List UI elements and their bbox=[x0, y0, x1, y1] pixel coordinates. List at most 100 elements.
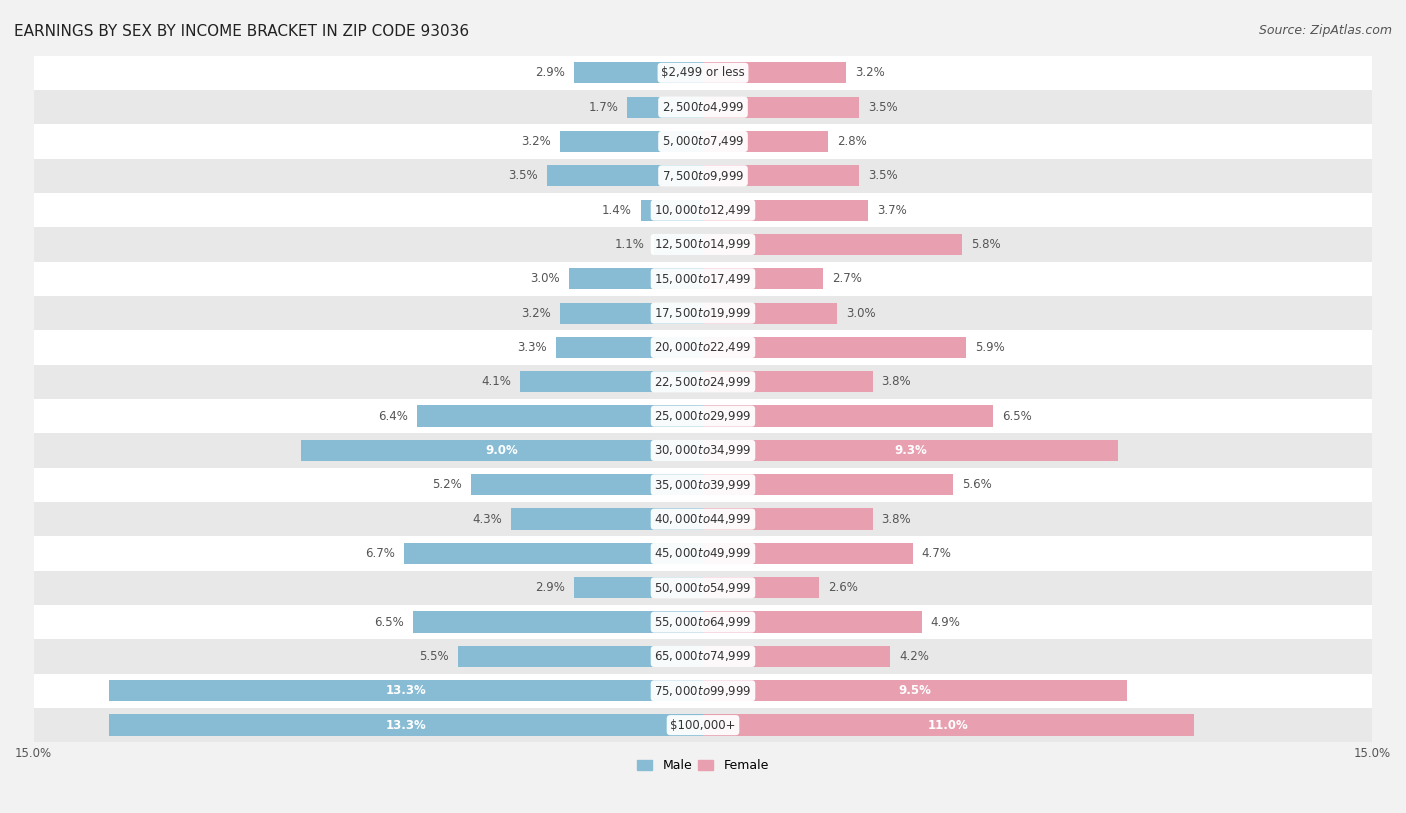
Text: 9.5%: 9.5% bbox=[898, 685, 931, 698]
Bar bbox=[574, 62, 703, 84]
Bar bbox=[418, 406, 703, 427]
Bar bbox=[34, 365, 1372, 399]
Bar bbox=[110, 680, 703, 702]
Bar bbox=[703, 440, 1118, 461]
Bar bbox=[703, 302, 837, 324]
Text: $55,000 to $64,999: $55,000 to $64,999 bbox=[654, 615, 752, 629]
Bar bbox=[301, 440, 703, 461]
Text: 11.0%: 11.0% bbox=[928, 719, 969, 732]
Bar bbox=[703, 508, 873, 530]
Text: 5.9%: 5.9% bbox=[976, 341, 1005, 354]
Text: 3.0%: 3.0% bbox=[846, 307, 876, 320]
Text: $15,000 to $17,499: $15,000 to $17,499 bbox=[654, 272, 752, 286]
Bar bbox=[34, 467, 1372, 502]
Bar bbox=[512, 508, 703, 530]
Bar bbox=[641, 199, 703, 221]
Text: $12,500 to $14,999: $12,500 to $14,999 bbox=[654, 237, 752, 251]
Bar bbox=[34, 296, 1372, 330]
Bar bbox=[471, 474, 703, 495]
Text: 13.3%: 13.3% bbox=[385, 685, 426, 698]
Text: 2.9%: 2.9% bbox=[534, 67, 565, 80]
Text: 6.7%: 6.7% bbox=[366, 547, 395, 560]
Bar bbox=[34, 159, 1372, 193]
Text: 4.1%: 4.1% bbox=[481, 376, 512, 389]
Text: $7,500 to $9,999: $7,500 to $9,999 bbox=[662, 169, 744, 183]
Text: 5.8%: 5.8% bbox=[970, 238, 1001, 251]
Bar bbox=[703, 131, 828, 152]
Text: EARNINGS BY SEX BY INCOME BRACKET IN ZIP CODE 93036: EARNINGS BY SEX BY INCOME BRACKET IN ZIP… bbox=[14, 24, 470, 39]
Text: 3.5%: 3.5% bbox=[508, 169, 538, 182]
Text: 3.5%: 3.5% bbox=[868, 101, 898, 114]
Bar bbox=[703, 680, 1128, 702]
Bar bbox=[413, 611, 703, 633]
Text: 3.7%: 3.7% bbox=[877, 203, 907, 216]
Bar bbox=[703, 474, 953, 495]
Bar bbox=[703, 611, 922, 633]
Bar bbox=[703, 577, 820, 598]
Bar bbox=[560, 302, 703, 324]
Bar bbox=[34, 537, 1372, 571]
Text: $17,500 to $19,999: $17,500 to $19,999 bbox=[654, 307, 752, 320]
Text: 2.7%: 2.7% bbox=[832, 272, 862, 285]
Text: 2.6%: 2.6% bbox=[828, 581, 858, 594]
Bar bbox=[520, 372, 703, 393]
Bar bbox=[110, 715, 703, 736]
Text: 1.7%: 1.7% bbox=[588, 101, 619, 114]
Text: 5.2%: 5.2% bbox=[432, 478, 463, 491]
Bar bbox=[703, 62, 846, 84]
Bar bbox=[703, 337, 966, 358]
Bar bbox=[34, 55, 1372, 90]
Text: $2,499 or less: $2,499 or less bbox=[661, 67, 745, 80]
Text: 3.0%: 3.0% bbox=[530, 272, 560, 285]
Bar bbox=[703, 646, 890, 667]
Bar bbox=[34, 502, 1372, 537]
Text: $20,000 to $22,499: $20,000 to $22,499 bbox=[654, 341, 752, 354]
Text: 4.7%: 4.7% bbox=[922, 547, 952, 560]
Bar bbox=[703, 268, 824, 289]
Text: 3.8%: 3.8% bbox=[882, 376, 911, 389]
Text: 5.6%: 5.6% bbox=[962, 478, 991, 491]
Bar bbox=[703, 715, 1194, 736]
Text: 3.8%: 3.8% bbox=[882, 513, 911, 526]
Text: $2,500 to $4,999: $2,500 to $4,999 bbox=[662, 100, 744, 114]
Text: $35,000 to $39,999: $35,000 to $39,999 bbox=[654, 478, 752, 492]
Bar bbox=[34, 433, 1372, 467]
Text: 6.5%: 6.5% bbox=[1002, 410, 1032, 423]
Bar bbox=[34, 124, 1372, 159]
Bar bbox=[703, 372, 873, 393]
Text: 4.9%: 4.9% bbox=[931, 615, 960, 628]
Bar bbox=[627, 97, 703, 118]
Text: 3.2%: 3.2% bbox=[855, 67, 884, 80]
Bar bbox=[703, 199, 868, 221]
Text: 9.0%: 9.0% bbox=[486, 444, 519, 457]
Text: 1.1%: 1.1% bbox=[614, 238, 645, 251]
Text: 3.3%: 3.3% bbox=[517, 341, 547, 354]
Text: 4.2%: 4.2% bbox=[900, 650, 929, 663]
Bar bbox=[34, 330, 1372, 365]
Text: 3.2%: 3.2% bbox=[522, 135, 551, 148]
Text: 2.8%: 2.8% bbox=[837, 135, 866, 148]
Text: $25,000 to $29,999: $25,000 to $29,999 bbox=[654, 409, 752, 423]
Text: $30,000 to $34,999: $30,000 to $34,999 bbox=[654, 443, 752, 458]
Text: $50,000 to $54,999: $50,000 to $54,999 bbox=[654, 580, 752, 595]
Text: $22,500 to $24,999: $22,500 to $24,999 bbox=[654, 375, 752, 389]
Text: 6.5%: 6.5% bbox=[374, 615, 404, 628]
Text: 4.3%: 4.3% bbox=[472, 513, 502, 526]
Text: $45,000 to $49,999: $45,000 to $49,999 bbox=[654, 546, 752, 560]
Bar bbox=[34, 708, 1372, 742]
Text: $5,000 to $7,499: $5,000 to $7,499 bbox=[662, 134, 744, 149]
Text: 2.9%: 2.9% bbox=[534, 581, 565, 594]
Bar bbox=[34, 228, 1372, 262]
Bar bbox=[703, 97, 859, 118]
Text: 3.5%: 3.5% bbox=[868, 169, 898, 182]
Bar bbox=[703, 165, 859, 186]
Bar bbox=[34, 399, 1372, 433]
Bar bbox=[34, 571, 1372, 605]
Bar bbox=[574, 577, 703, 598]
Bar bbox=[569, 268, 703, 289]
Bar bbox=[703, 406, 993, 427]
Text: Source: ZipAtlas.com: Source: ZipAtlas.com bbox=[1258, 24, 1392, 37]
Text: $10,000 to $12,499: $10,000 to $12,499 bbox=[654, 203, 752, 217]
Bar bbox=[547, 165, 703, 186]
Bar bbox=[457, 646, 703, 667]
